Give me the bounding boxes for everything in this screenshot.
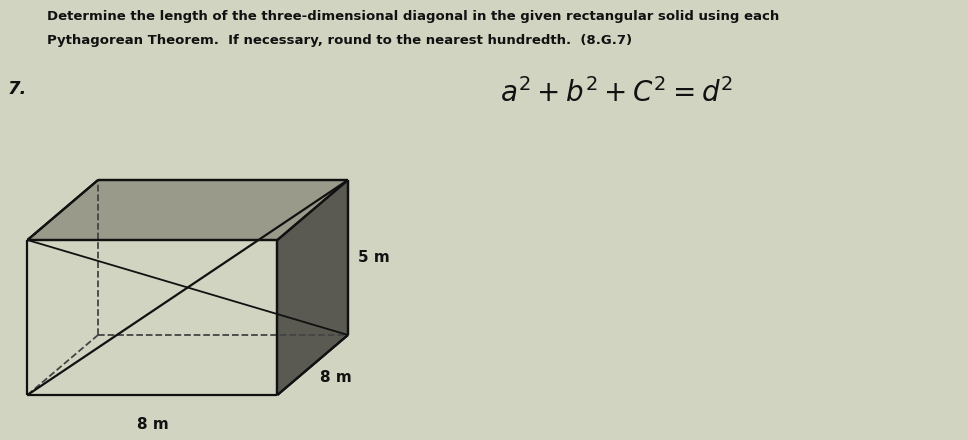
Text: Pythagorean Theorem.  If necessary, round to the nearest hundredth.  (8.G.7): Pythagorean Theorem. If necessary, round… bbox=[47, 34, 632, 47]
Polygon shape bbox=[27, 180, 348, 240]
Text: 7.: 7. bbox=[8, 80, 27, 98]
Text: Determine the length of the three-dimensional diagonal in the given rectangular : Determine the length of the three-dimens… bbox=[47, 10, 779, 23]
Text: 8 m: 8 m bbox=[136, 417, 168, 432]
Text: 8 m: 8 m bbox=[320, 370, 352, 385]
Text: $a^2+b^2+C^2=d^2$: $a^2+b^2+C^2=d^2$ bbox=[499, 78, 733, 108]
Polygon shape bbox=[278, 180, 348, 395]
Text: 5 m: 5 m bbox=[358, 250, 389, 265]
